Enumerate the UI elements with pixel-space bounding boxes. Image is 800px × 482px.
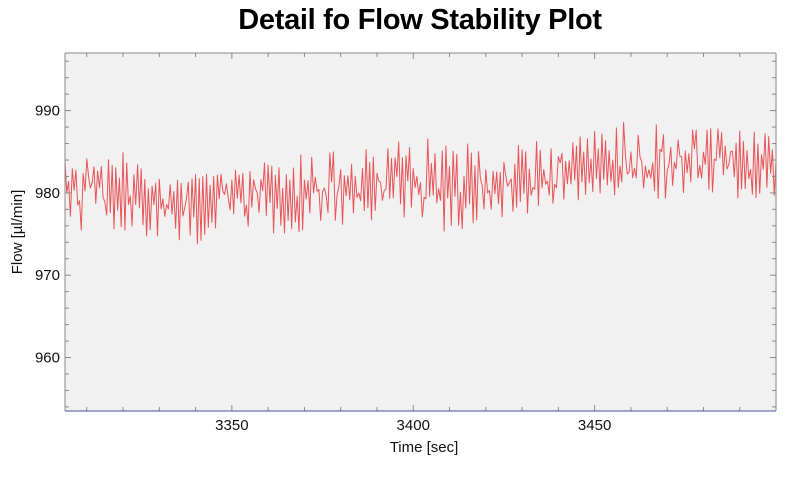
y-tick-labels: 960 970 980 990: [35, 103, 60, 367]
y-tick-label: 980: [35, 185, 60, 202]
plot-area: [65, 53, 776, 411]
y-axis-label: Flow [µl/min]: [9, 190, 26, 275]
y-tick-label: 970: [35, 267, 60, 284]
flow-series: [64, 121, 777, 245]
x-tick-label: 3450: [578, 417, 611, 434]
flow-trace-line: [64, 121, 777, 245]
x-axis-label: Time [sec]: [390, 439, 459, 456]
y-tick-label: 960: [35, 350, 60, 367]
x-tick-label: 3350: [215, 417, 248, 434]
chart-title: Detail fo Flow Stability Plot: [238, 4, 602, 36]
plot-frame: [64, 52, 777, 412]
y-tick-label: 990: [35, 103, 60, 120]
axis-ticks: [65, 53, 777, 411]
x-tick-label: 3400: [397, 417, 430, 434]
x-tick-labels: 3350 3400 3450: [215, 417, 611, 434]
